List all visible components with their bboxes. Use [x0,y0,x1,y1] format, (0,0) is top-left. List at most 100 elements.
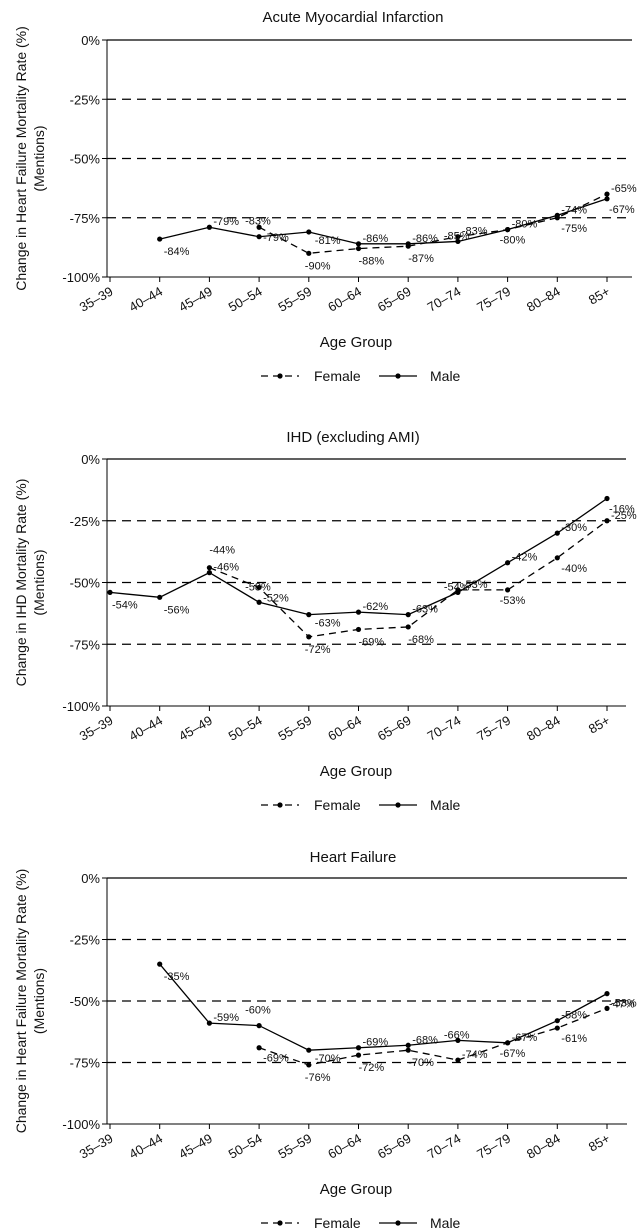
y-tick-label: -100% [62,270,100,285]
x-axis-label: Age Group [320,334,393,351]
data-label-female: -68% [408,634,434,646]
data-point-male [256,599,262,605]
data-label-male: -79% [213,216,239,228]
data-label-female: -90% [305,260,331,272]
legend-label-female: Female [314,1215,361,1230]
data-point-male [554,530,560,536]
data-point-male [455,589,461,595]
data-label-male: -30% [561,522,587,534]
y-tick-label: 0% [81,871,100,886]
x-tick-label: 70–74 [425,1131,464,1162]
data-point-male [157,236,163,242]
data-label-female: -67% [500,1048,526,1060]
data-label-male: -86% [412,233,438,245]
data-point-male [306,1047,312,1053]
data-point-male [554,212,560,218]
data-label-female: -52% [263,592,289,604]
series-male: -35% -59% -60% -70% -69% -68% -66% -67% -58% -47% [157,961,635,1065]
x-tick-label: 65–69 [375,284,414,315]
data-point-female [604,518,610,524]
x-tick-label: 45–49 [176,1131,215,1162]
data-point-female [405,1047,411,1053]
data-point-female [505,587,511,593]
data-label-male: -68% [412,1034,438,1046]
data-point-male [306,612,312,618]
data-point-female [554,1025,560,1031]
y-tick-label: -75% [70,637,101,652]
x-tick-label: 75–79 [474,1131,513,1162]
data-label-female: -72% [359,1062,385,1074]
data-label-male: -84% [164,246,190,258]
data-label-female: -53% [462,579,488,591]
data-point-male [256,234,262,240]
data-point-male [306,229,312,235]
data-point-female [604,1005,610,1011]
y-axis-label: Change in Heart Failure Mortality Rate (… [13,26,29,291]
y-tick-label: -50% [70,152,101,167]
x-tick-label: 65–69 [375,1131,414,1162]
legend: Female Male [261,1215,461,1230]
x-tick-label: 35–39 [77,1131,116,1162]
y-tick-label: -75% [70,1056,101,1071]
data-point-female [256,224,262,230]
data-label-male: -67% [512,1032,538,1044]
data-point-female [256,1045,262,1051]
data-point-male [405,1042,411,1048]
data-label-male: -70% [315,1053,341,1065]
data-point-female [306,634,312,640]
chart-title: IHD (excluding AMI) [286,429,419,446]
data-label-female: -72% [305,644,331,656]
data-label-female: -61% [561,1033,587,1045]
data-label-female: -70% [408,1057,434,1069]
data-point-male [505,227,511,233]
data-label-male: -69% [363,1037,389,1049]
data-point-female [256,584,262,591]
data-label-male: -59% [213,1012,239,1024]
x-tick-label: 70–74 [425,284,464,315]
data-point-male [405,241,411,247]
x-tick-label: 35–39 [77,284,116,315]
data-point-male [157,594,163,600]
data-point-female [306,1062,312,1068]
data-point-male [554,1018,560,1024]
data-point-female [355,245,362,252]
data-label-female: -75% [561,223,587,235]
x-tick-label: 85+ [586,1131,613,1155]
data-label-male: -47% [609,999,635,1011]
data-label-male: -46% [213,562,239,574]
data-label-female: -83% [462,226,488,238]
data-point-male [206,1020,212,1026]
data-label-male: -63% [412,604,438,616]
data-point-female [405,624,411,630]
data-label-female: -65% [611,183,637,195]
data-label-male: -60% [245,1005,271,1017]
data-label-female: -69% [359,636,385,648]
x-tick-label: 80–84 [524,713,563,744]
legend-marker-female [277,1220,283,1226]
legend-marker-female [277,802,283,808]
data-label-female: -87% [408,253,434,265]
x-tick-label: 50–54 [226,284,265,315]
data-point-male [455,1037,461,1043]
y-axis-label-sub: (Mentions) [31,125,47,191]
x-tick-label: 75–79 [474,284,513,315]
data-point-male [206,570,212,576]
x-tick-label: 85+ [586,284,613,308]
data-label-male: -85% [444,230,470,242]
data-point-female [604,191,610,197]
data-point-male [355,1045,362,1051]
data-point-male [107,589,113,595]
data-point-male [505,1040,511,1046]
legend-marker-male [395,373,401,379]
x-tick-label: 55–59 [275,1131,314,1162]
data-label-male: -80% [512,219,538,231]
x-tick-label: 85+ [586,713,613,737]
x-tick-label: 60–64 [325,1131,364,1162]
y-axis-label: Change in IHD Mortality Rate (%) [13,479,29,687]
y-tick-label: -75% [70,211,101,226]
data-label-female: -74% [462,1049,488,1061]
y-tick-label: -25% [70,514,101,529]
data-label-male: -42% [512,552,538,564]
y-tick-label: -100% [62,1117,100,1132]
